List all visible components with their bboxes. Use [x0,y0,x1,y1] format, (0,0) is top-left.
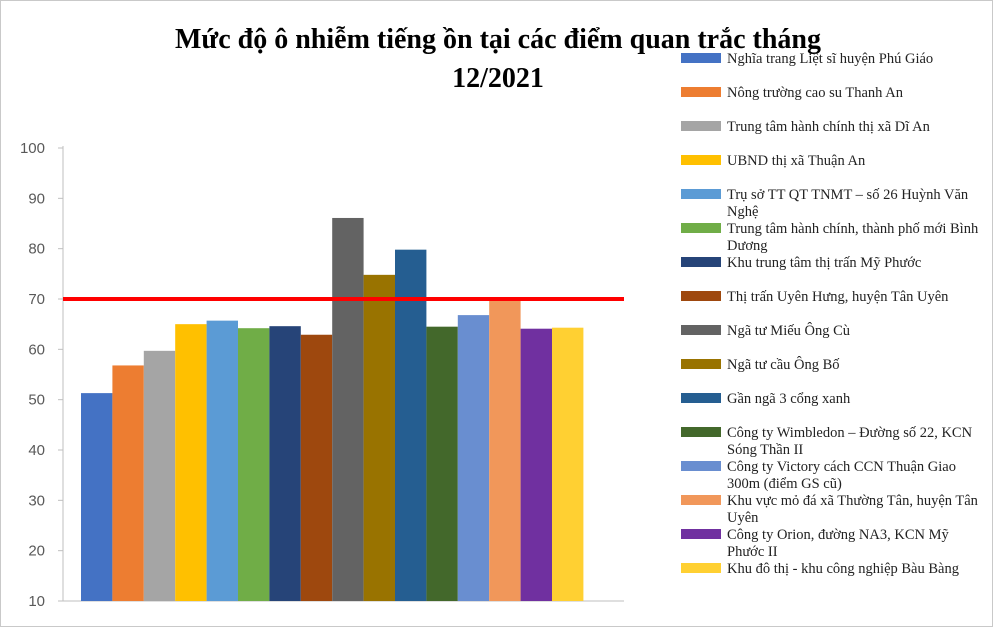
bar [552,327,584,601]
y-tick-label: 80 [28,241,45,258]
legend-swatch [681,495,721,505]
y-tick-label: 50 [28,392,45,409]
y-tick-label: 90 [28,190,45,207]
legend-swatch [681,529,721,539]
bar [457,315,490,601]
bar [363,274,395,601]
bar [520,328,552,601]
bar [206,320,238,601]
legend-swatch [681,257,721,267]
legend-label: Khu trung tâm thị trấn Mỹ Phước [727,255,921,271]
legend-swatch [681,563,721,573]
chart-title: Mức độ ô nhiễm tiếng ồn tại các điểm qua… [175,24,821,94]
legend-label: Công ty Victory cách CCN Thuận Giao 300m … [727,459,956,492]
bar [238,328,270,601]
legend-label: UBND thị xã Thuận An [727,153,866,169]
legend-label: Nông trường cao su Thanh An [727,85,904,101]
legend-swatch [681,155,721,165]
y-tick-label: 30 [28,492,45,509]
legend-label: Ngã tư Miếu Ông Cù [727,322,850,339]
y-tick-label: 40 [28,442,45,459]
chart-title-line-2: 12/2021 [452,63,544,94]
legend-label: Thị trấn Uyên Hưng, huyện Tân Uyên [727,289,949,305]
legend-swatch [681,393,721,403]
legend-swatch [681,359,721,369]
y-tick-label: 70 [28,291,45,308]
legend-swatch [681,53,721,63]
legend-swatch [681,325,721,335]
legend-swatch [681,189,721,199]
legend-label: Trung tâm hành chính, thành phố mới Bình… [727,221,979,254]
bars [81,217,584,602]
legend-label: Trung tâm hành chính thị xã Dĩ An [727,119,931,135]
legend-swatch [681,291,721,301]
legend-swatch [681,427,721,437]
legend-label: Khu vực mỏ đá xã Thường Tân, huyện Tân Uy… [727,493,979,526]
legend-label: Khu đô thị - khu công nghiệp Bàu Bàng [727,561,959,577]
bar [489,300,521,601]
legend-label: Trụ sở TT QT TNMT – số 26 Huỳnh Văn Nghệ [727,187,969,220]
legend-swatch [681,461,721,471]
legend-label: Công ty Orion, đường NA3, KCN Mỹ Phước II [727,527,950,560]
y-tick-label: 20 [28,543,45,560]
bar [395,249,427,602]
legend-label: Gần ngã 3 cổng xanh [727,391,851,407]
y-tick-label: 60 [28,341,45,358]
bar [112,365,144,601]
legend-label: Ngã tư cầu Ông Bố [727,356,840,373]
legend: Nghĩa trang Liệt sĩ huyện Phú Giáo Nông t… [681,51,979,577]
y-tick-label: 10 [28,593,45,610]
legend-swatch [681,87,721,97]
legend-label: Nghĩa trang Liệt sĩ huyện Phú Giáo [727,51,933,67]
legend-swatch [681,223,721,233]
bar [332,217,364,601]
bar [300,334,333,601]
bar [143,350,176,601]
legend-swatch [681,121,721,131]
chart-title-line-1: Mức độ ô nhiễm tiếng ồn tại các điểm qua… [175,24,821,55]
bar [175,324,207,601]
y-tick-label: 100 [20,140,45,157]
bar [269,326,301,601]
legend-label: Công ty Wimbledon – Đường số 22, KCN Sóng… [727,425,973,458]
bar [426,326,458,601]
bar [81,393,113,601]
